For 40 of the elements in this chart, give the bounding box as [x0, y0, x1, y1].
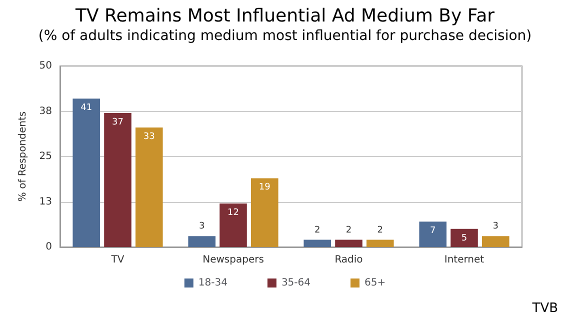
data-label: 33 — [143, 132, 155, 142]
y-axis-title: % of Respondents — [18, 111, 28, 202]
x-tick-label: Internet — [444, 254, 484, 266]
bar — [250, 178, 278, 247]
bar — [419, 222, 447, 247]
x-tick-label: Newspapers — [202, 254, 264, 266]
legend-label: 18-34 — [198, 278, 228, 288]
legend-label: 35-64 — [281, 278, 311, 288]
data-label: 5 — [461, 233, 468, 244]
y-tick-label: 38 — [39, 106, 52, 117]
bar — [304, 240, 332, 247]
y-tick-label: 25 — [39, 151, 52, 162]
bar — [104, 113, 132, 247]
data-label: 2 — [346, 225, 352, 236]
data-label: 19 — [258, 182, 271, 193]
bar — [450, 228, 478, 247]
data-label: 3 — [492, 222, 499, 232]
chart-subtitle: (% of adults indicating medium most influential for purchase decision) — [38, 28, 532, 44]
bar — [335, 240, 362, 247]
data-label: 3 — [198, 222, 205, 232]
bar — [366, 240, 394, 247]
y-tick-label: 0 — [46, 242, 52, 252]
y-tick-label: 50 — [39, 60, 52, 72]
x-tick-label: TV — [110, 254, 124, 266]
x-tick-label: Radio — [334, 254, 363, 266]
y-tick-label: 13 — [39, 196, 52, 208]
data-label: 41 — [80, 103, 92, 114]
data-label: 2 — [377, 225, 384, 236]
text: TVB — [531, 301, 558, 316]
bar — [188, 236, 216, 247]
data-label: 12 — [228, 208, 239, 218]
chart-title: TV Remains Most Influential Ad Medium By Far — [74, 6, 496, 26]
legend-label: 65+ — [364, 278, 386, 288]
bar — [135, 128, 163, 247]
data-label: 37 — [112, 118, 124, 128]
bar — [220, 204, 247, 247]
bar — [482, 236, 510, 247]
bar — [72, 98, 100, 247]
data-label: 2 — [314, 225, 320, 236]
data-label: 7 — [430, 226, 436, 236]
